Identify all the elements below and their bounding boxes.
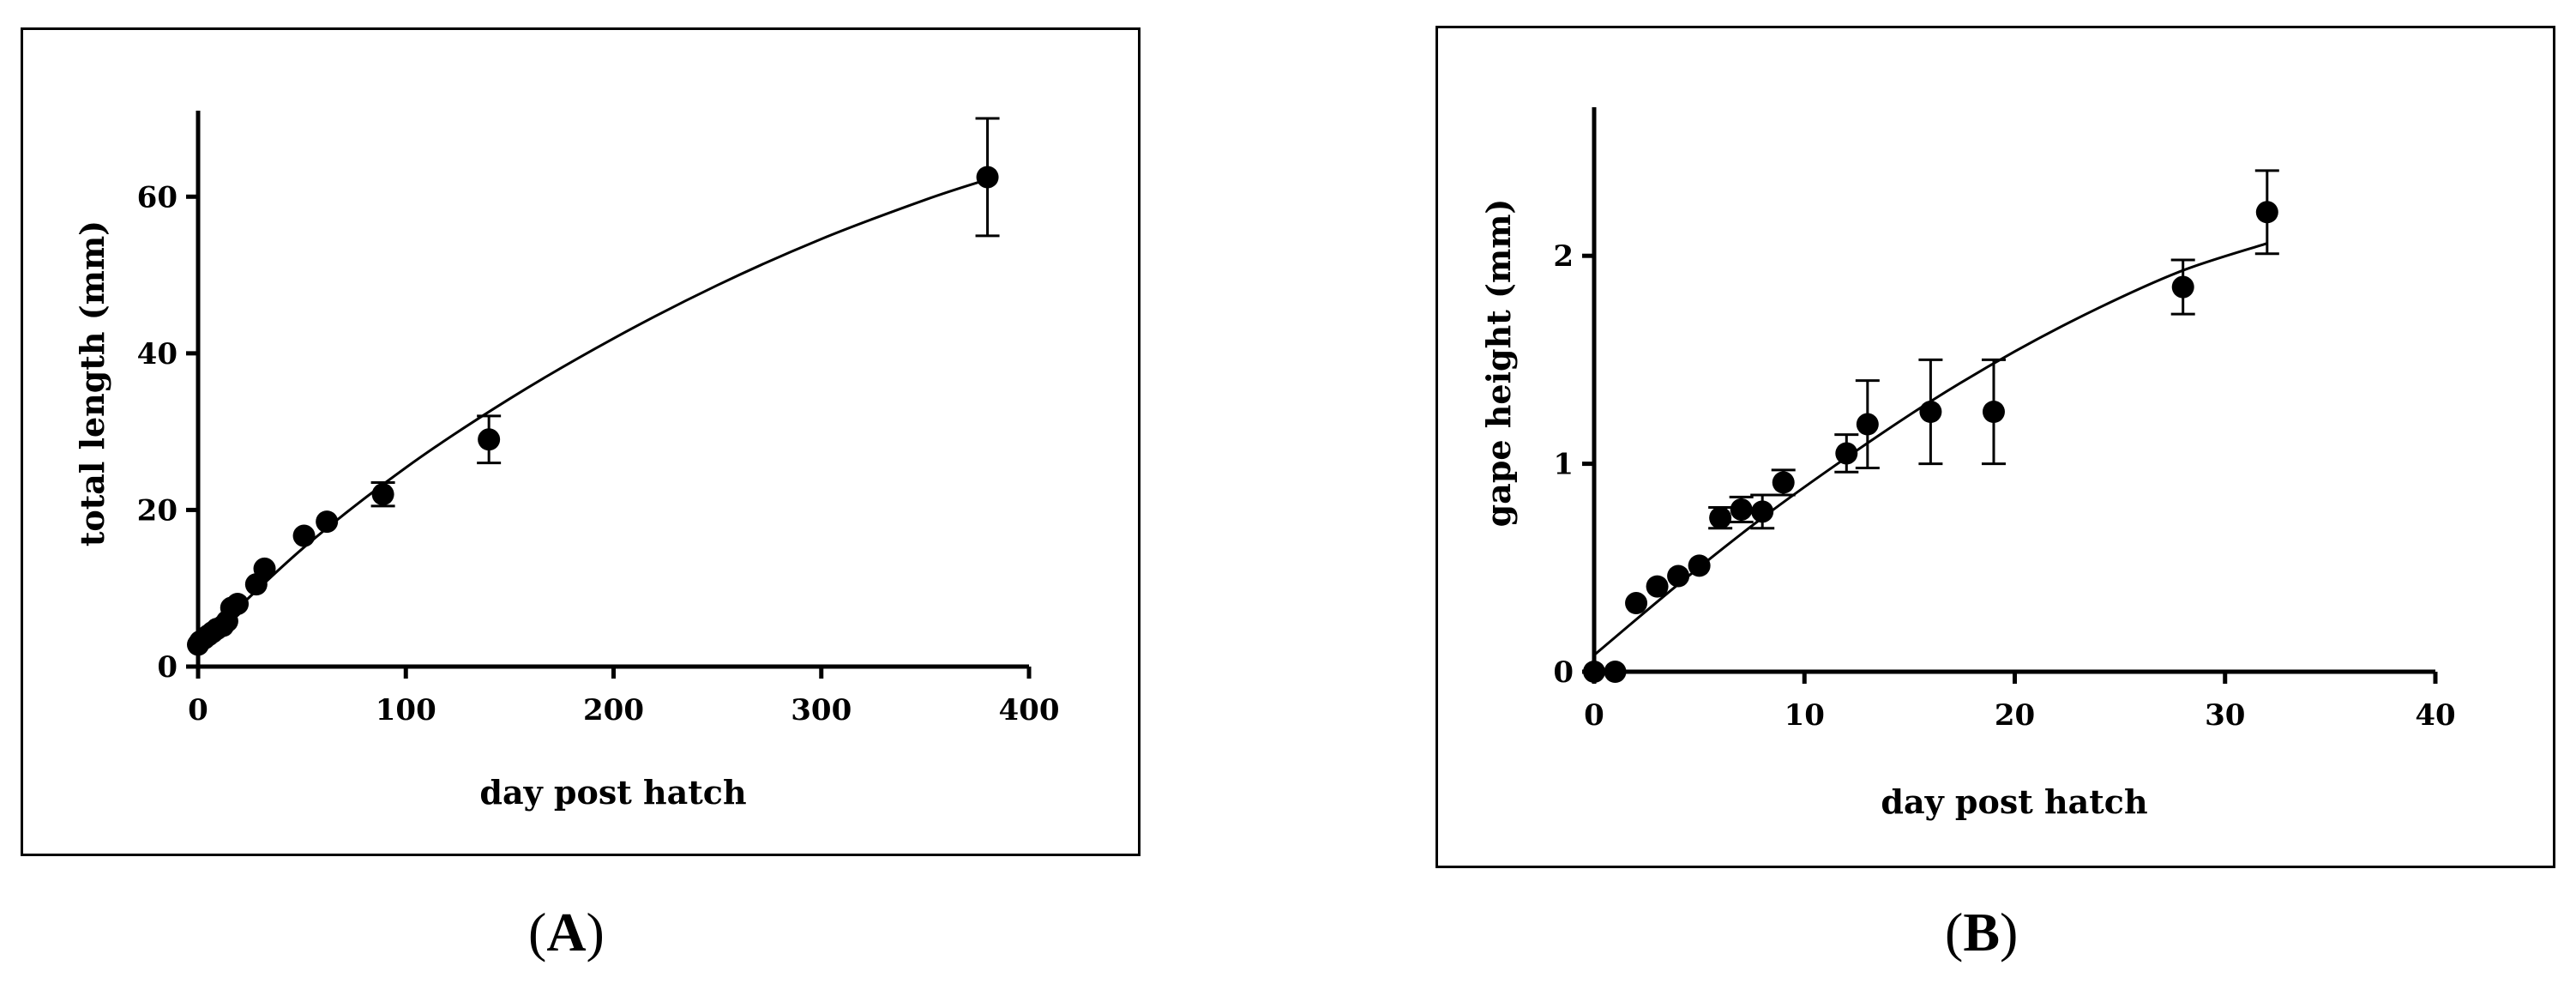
chart1-y-tick-label-0: 0	[1553, 655, 1574, 690]
chart1-x-tick-label-2: 20	[1995, 698, 2035, 733]
chart0-data-point-11	[253, 557, 276, 580]
caption-a-close: )	[586, 902, 605, 963]
chart1-data-point-7	[1730, 498, 1753, 521]
chart0-x-tick-label-0: 0	[188, 693, 208, 727]
chart1-data-point-15	[2255, 201, 2278, 224]
chart0-data-point-13	[316, 510, 339, 534]
chart0-x-tick-label-3: 300	[791, 693, 852, 727]
caption-b-close: )	[2000, 902, 2019, 963]
chart0-data-point-15	[478, 428, 501, 451]
chart-a: 0 100 200 300 400 0 20 40 60 day post hatch total …	[73, 111, 1060, 812]
chart1-data-point-4	[1667, 564, 1690, 588]
caption-a-open: (	[528, 902, 547, 963]
chart0-y-tick-label-1: 20	[137, 493, 178, 528]
caption-b: (B)	[1945, 901, 2018, 964]
chart1-x-axis-title: day post hatch	[1881, 782, 2147, 821]
chart1-x-tick-label-1: 10	[1785, 698, 1825, 733]
panel-b: 0 10 20 30 40 0 1 2 day post hatch gape height (m…	[1435, 26, 2555, 868]
chart0-data-point-12	[292, 524, 316, 547]
chart0-y-tick-label-0: 0	[157, 650, 178, 685]
chart0-x-tick-label-4: 400	[999, 693, 1060, 727]
chart-b: 0 10 20 30 40 0 1 2 day post hatch gape height (m…	[1479, 107, 2456, 821]
chart1-x-tick-label-3: 30	[2205, 698, 2245, 733]
caption-b-letter: B	[1963, 902, 2000, 963]
caption-a-letter: A	[546, 902, 587, 963]
chart0-y-axis-title: total length (mm)	[73, 220, 111, 546]
chart1-data-point-14	[2171, 275, 2194, 299]
chart1-data-point-12	[1919, 401, 1942, 423]
chart1-y-axis-title: gape height (mm)	[1479, 199, 1518, 528]
chart1-data-point-5	[1688, 554, 1711, 577]
chart1-data-point-11	[1856, 413, 1879, 436]
chart0-x-tick-label-2: 200	[583, 693, 644, 727]
chart1-y-tick-label-2: 2	[1553, 239, 1574, 274]
chart1-data-point-10	[1835, 442, 1858, 465]
chart1-data-point-13	[1982, 401, 2005, 423]
chart1-data-point-8	[1751, 500, 1774, 523]
chart0-y-tick-label-3: 60	[137, 180, 178, 214]
chart1-data-point-0	[1583, 661, 1605, 683]
chart0-fit-curve	[196, 178, 989, 648]
chart1-x-tick-label-0: 0	[1584, 698, 1604, 733]
chart0-data-point-14	[371, 483, 394, 506]
chart0-y-tick-label-2: 40	[137, 337, 178, 371]
chart0-data-point-9	[226, 592, 250, 615]
chart1-x-tick-label-4: 40	[2415, 698, 2455, 733]
chart1-y-tick-label-1: 1	[1553, 448, 1574, 482]
chart0-x-tick-label-1: 100	[376, 693, 436, 727]
chart1-data-point-1	[1604, 661, 1627, 683]
chart1-data-point-6	[1709, 506, 1732, 529]
chart0-x-axis-title: day post hatch	[479, 773, 746, 812]
caption-a: (A)	[528, 901, 605, 964]
chart1-data-point-9	[1772, 471, 1795, 494]
panel-a: 0 100 200 300 400 0 20 40 60 day post hatch total …	[21, 27, 1141, 856]
chart1-data-point-3	[1646, 575, 1669, 598]
chart0-data-point-16	[976, 166, 999, 189]
caption-b-open: (	[1945, 902, 1964, 963]
chart1-data-point-2	[1625, 592, 1648, 615]
